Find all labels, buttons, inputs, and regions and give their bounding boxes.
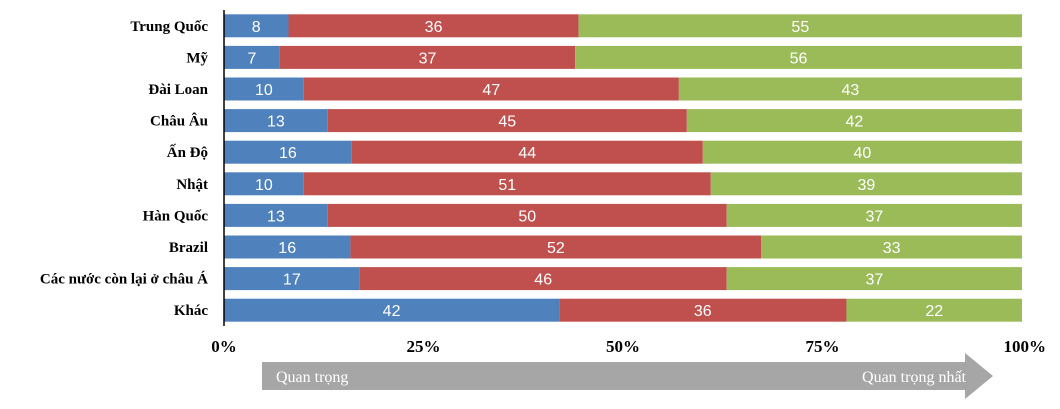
- data-label-3-row-4: 42: [846, 114, 864, 131]
- data-label-1-row-1: 8: [252, 19, 261, 36]
- importance-arrow: Quan trọng Quan trọng nhất: [262, 353, 993, 399]
- arrow-left-label: Quan trọng: [276, 369, 348, 386]
- arrow-right-label: Quan trọng nhất: [862, 369, 967, 386]
- bar-segment-2-row-1: [288, 14, 579, 38]
- bar-segment-3-row-5: [702, 140, 1022, 164]
- bar-segment-3-row-1: [578, 14, 1022, 38]
- bar-segment-1-row-10: [224, 298, 560, 322]
- data-label-3-row-7: 37: [865, 208, 883, 225]
- data-label-2-row-9: 46: [534, 272, 552, 289]
- bar-segment-2-row-6: [303, 172, 711, 196]
- category-label-4: Châu Âu: [150, 113, 208, 130]
- data-label-2-row-1: 36: [425, 19, 443, 36]
- data-label-1-row-3: 10: [255, 82, 273, 99]
- data-label-3-row-10: 22: [925, 303, 943, 320]
- bar-segment-1-row-6: [224, 172, 304, 196]
- bar-segment-3-row-10: [846, 298, 1022, 322]
- bar-segment-2-row-2: [279, 45, 576, 69]
- data-label-3-row-9: 37: [865, 272, 883, 289]
- data-label-2-row-5: 44: [518, 145, 536, 162]
- importance-arrow-shape: [262, 353, 993, 399]
- data-label-2-row-6: 51: [498, 177, 516, 194]
- x-tick-labels: 0% 25% 50% 75% 100%: [211, 337, 1046, 356]
- x-tick-label-1: 0%: [211, 337, 237, 356]
- bar-segment-3-row-8: [761, 235, 1022, 259]
- data-label-2-row-2: 37: [419, 50, 437, 67]
- bar-segment-2-row-9: [359, 267, 727, 291]
- data-label-1-row-6: 10: [255, 177, 273, 194]
- category-label-9: Các nước còn lại ở châu Á: [40, 271, 208, 288]
- category-label-5: Ấn Độ: [167, 144, 208, 161]
- category-label-7: Hàn Quốc: [143, 208, 209, 224]
- bar-segment-2-row-5: [351, 140, 703, 164]
- bar-segment-1-row-1: [224, 14, 289, 38]
- bar-segment-3-row-6: [710, 172, 1022, 196]
- category-label-3: Đài Loan: [148, 82, 208, 98]
- bar-segment-3-row-2: [575, 45, 1022, 69]
- bar-segment-2-row-7: [327, 203, 727, 227]
- category-label-10: Khác: [174, 303, 209, 319]
- category-label-8: Brazil: [169, 240, 208, 256]
- data-label-1-row-2: 7: [247, 50, 256, 67]
- data-label-1-row-9: 17: [283, 272, 301, 289]
- bar-segment-1-row-2: [224, 45, 280, 69]
- bar-segment-2-row-8: [350, 235, 762, 259]
- bar-segment-3-row-3: [678, 77, 1022, 101]
- category-label-2: Mỹ: [186, 50, 208, 66]
- data-label-2-row-3: 47: [482, 82, 500, 99]
- bar-segment-1-row-9: [224, 267, 360, 291]
- data-label-3-row-6: 39: [857, 177, 875, 194]
- data-label-3-row-3: 43: [842, 82, 860, 99]
- bar-segment-1-row-7: [224, 203, 328, 227]
- category-label-1: Trung Quốc: [130, 19, 208, 35]
- data-label-3-row-1: 55: [791, 19, 809, 36]
- category-label-6: Nhật: [176, 177, 208, 193]
- bar-segment-2-row-3: [303, 77, 679, 101]
- bar-segment-3-row-9: [726, 267, 1022, 291]
- x-tick-label-5: 100%: [1004, 337, 1047, 356]
- data-label-2-row-7: 50: [518, 208, 536, 225]
- data-label-3-row-2: 56: [790, 50, 808, 67]
- bar-segment-3-row-4: [686, 109, 1022, 133]
- data-label-2-row-8: 52: [547, 240, 565, 257]
- bar-segment-1-row-8: [224, 235, 351, 259]
- data-label-3-row-8: 33: [883, 240, 901, 257]
- bars-group: 8 36 55 7 37 56 10 47 43 13 45 42 16 44 40 10 51 39 13 50 37…: [224, 14, 1022, 322]
- data-label-3-row-5: 40: [854, 145, 872, 162]
- bar-segment-1-row-5: [224, 140, 352, 164]
- bar-segment-2-row-10: [559, 298, 847, 322]
- category-labels: Trung Quốc Mỹ Đài Loan Châu Âu Ấn Độ Nhật Hàn …: [40, 19, 209, 319]
- x-tick-label-2: 25%: [407, 337, 441, 356]
- data-label-2-row-4: 45: [498, 114, 516, 131]
- data-label-2-row-10: 36: [694, 303, 712, 320]
- bar-segment-1-row-4: [224, 109, 328, 133]
- bar-segment-3-row-7: [726, 203, 1022, 227]
- x-tick-label-3: 50%: [606, 337, 640, 356]
- x-tick-label-4: 75%: [806, 337, 840, 356]
- data-label-1-row-10: 42: [383, 303, 401, 320]
- data-label-1-row-7: 13: [267, 208, 285, 225]
- data-label-1-row-5: 16: [279, 145, 297, 162]
- data-label-1-row-8: 16: [278, 240, 296, 257]
- data-label-1-row-4: 13: [267, 114, 285, 131]
- bar-segment-1-row-3: [224, 77, 304, 101]
- bar-segment-2-row-4: [327, 109, 687, 133]
